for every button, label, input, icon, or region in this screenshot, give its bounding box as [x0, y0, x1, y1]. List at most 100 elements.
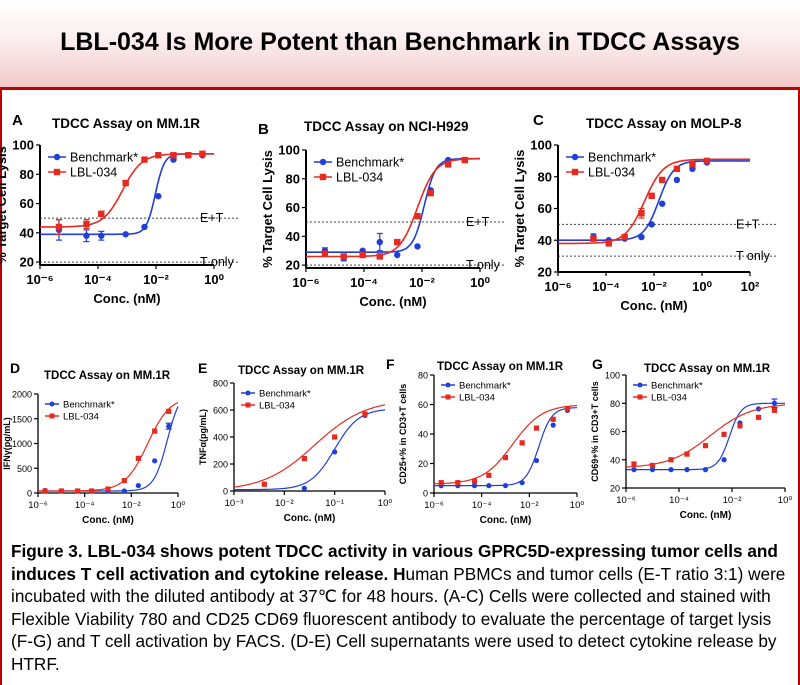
data-point-benchmark: [673, 176, 681, 184]
y-axis-label: TNFα(pg/mL): [198, 409, 208, 465]
header-rule: [0, 87, 800, 90]
legend-entry: LBL-034: [63, 412, 99, 423]
data-point-benchmark: [414, 243, 421, 250]
data-point-benchmark: [721, 457, 727, 463]
legend-marker-benchmark: [637, 382, 643, 388]
chart-panel-c: C TDCC Assay on MOLP-8 20 40 60 80 100 10⁻⁶ 10⁻⁴…: [512, 112, 776, 313]
data-point-benchmark: [631, 467, 637, 473]
legend-entry: Benchmark*: [651, 381, 703, 392]
data-point-benchmark: [83, 232, 90, 239]
y-axis-label: IFNγ(pg/mL): [2, 417, 12, 470]
data-point-lbl034: [135, 455, 141, 461]
data-point-lbl034: [755, 414, 762, 420]
fit-curve-benchmark: [306, 157, 480, 253]
data-point-benchmark: [152, 458, 158, 464]
y-tick-label: 100: [12, 138, 34, 153]
y-tick-label: 40: [20, 225, 34, 240]
y-tick-label: 20: [610, 484, 620, 494]
data-point-lbl034: [702, 443, 709, 449]
page-title: LBL-034 Is More Potent than Benchmark in…: [60, 28, 740, 56]
charts-canvas: A TDCC Assay on MM.1R 20 40 60 80 100 10⁻⁶ 10⁻⁴ 1…: [0, 112, 792, 526]
data-point-lbl034: [321, 250, 329, 257]
y-tick-label: 200: [213, 460, 228, 470]
x-tick-label: 10⁰: [570, 500, 585, 511]
data-point-lbl034: [649, 462, 656, 468]
y-tick-label: 80: [20, 167, 34, 182]
fit-curve-benchmark: [558, 160, 750, 241]
chart-panel-a: A TDCC Assay on MM.1R 20 40 60 80 100 10⁻⁶ 10⁻⁴ 1…: [0, 112, 240, 306]
x-tick-label: 10⁻⁴: [592, 279, 620, 294]
data-point-benchmark: [659, 200, 666, 207]
data-point-lbl034: [152, 428, 158, 434]
data-point-benchmark: [121, 488, 127, 494]
data-point-lbl034: [673, 165, 681, 173]
data-point-lbl034: [684, 451, 690, 457]
data-point-lbl034: [605, 240, 612, 247]
data-point-lbl034: [771, 407, 778, 413]
y-tick-label: 600: [213, 406, 228, 416]
fit-curve-benchmark: [234, 409, 386, 491]
chart-panel-g: G TDCC Assay on MM.1R 20 40 60 80 100 10⁻⁶ 10⁻⁴ 1…: [590, 356, 792, 521]
legend-marker-lbl034: [637, 394, 643, 400]
data-point-lbl034: [121, 478, 127, 484]
chart-title: TDCC Assay on NCI-H929: [304, 119, 469, 134]
data-point-lbl034: [471, 478, 478, 484]
legend-entry: LBL-034: [259, 401, 295, 412]
chart-title: TDCC Assay on MOLP-8: [586, 116, 742, 131]
data-point-lbl034: [427, 189, 434, 197]
header-band: [0, 0, 800, 88]
data-point-lbl034: [414, 212, 421, 220]
fit-curve-benchmark: [626, 402, 785, 471]
data-point-lbl034: [550, 416, 556, 422]
x-tick-label: 10⁻²: [723, 495, 742, 506]
legend-entry: Benchmark*: [336, 156, 404, 170]
data-point-lbl034: [648, 192, 655, 199]
chart-panel-d: D TDCC Assay on MM.1R 0 500 1000 1500 2000 10⁻⁶…: [2, 360, 185, 526]
x-tick-label: 10⁻²: [122, 500, 141, 511]
y-tick-label: 400: [213, 433, 228, 443]
data-point-benchmark: [702, 467, 709, 473]
y-tick-label: 0: [423, 489, 428, 499]
legend-entry: LBL-034: [336, 171, 383, 185]
fit-curve-lbl034: [233, 404, 386, 488]
left-border: [0, 90, 2, 685]
data-point-lbl034: [394, 238, 401, 246]
y-tick-label: 60: [610, 427, 620, 437]
legend-marker-lbl034: [445, 394, 451, 400]
y-axis-label: % Target Cell Lysis: [260, 150, 275, 268]
fit-curve-lbl034: [40, 153, 214, 228]
x-tick-label: 10⁻²: [275, 498, 294, 509]
legend-entry: Benchmark*: [459, 381, 511, 392]
data-point-benchmark: [648, 221, 655, 228]
data-point-lbl034: [486, 472, 492, 478]
data-point-lbl034: [362, 411, 368, 417]
legend-marker-lbl034: [53, 168, 61, 176]
x-tick-label: 10⁰: [378, 498, 393, 509]
x-tick-label: 10²: [741, 279, 760, 294]
data-point-benchmark: [135, 482, 141, 489]
data-point-lbl034: [703, 157, 711, 165]
legend-entry: Benchmark*: [70, 151, 138, 165]
y-tick-label: 80: [286, 171, 300, 186]
y-tick-label: 800: [213, 379, 228, 389]
x-axis-label: Conc. (nM): [359, 294, 426, 309]
panel-letter: C: [533, 112, 544, 129]
panel-letter: B: [258, 121, 269, 138]
data-point-lbl034: [83, 220, 90, 228]
data-point-lbl034: [89, 488, 95, 494]
y-tick-label: 100: [530, 138, 552, 153]
data-point-benchmark: [98, 232, 105, 239]
x-tick-label: 10⁻⁴: [84, 272, 112, 287]
chart-panel-f: F TDCC Assay on MM.1R 0 20 40 60 80 10⁻⁶ 10⁻⁴ 10⁻…: [386, 356, 584, 526]
x-axis-label: Conc. (nM): [93, 291, 160, 306]
legend-entry: Benchmark*: [259, 389, 311, 400]
data-point-benchmark: [533, 457, 540, 464]
data-point-lbl034: [444, 161, 452, 168]
chart-title: TDCC Assay on MM.1R: [644, 363, 771, 375]
panel-letter: A: [12, 112, 23, 129]
data-point-benchmark: [502, 483, 509, 489]
x-tick-label: 10⁻⁶: [544, 279, 571, 294]
data-point-lbl034: [376, 253, 383, 260]
legend-entry: LBL-034: [588, 166, 635, 180]
